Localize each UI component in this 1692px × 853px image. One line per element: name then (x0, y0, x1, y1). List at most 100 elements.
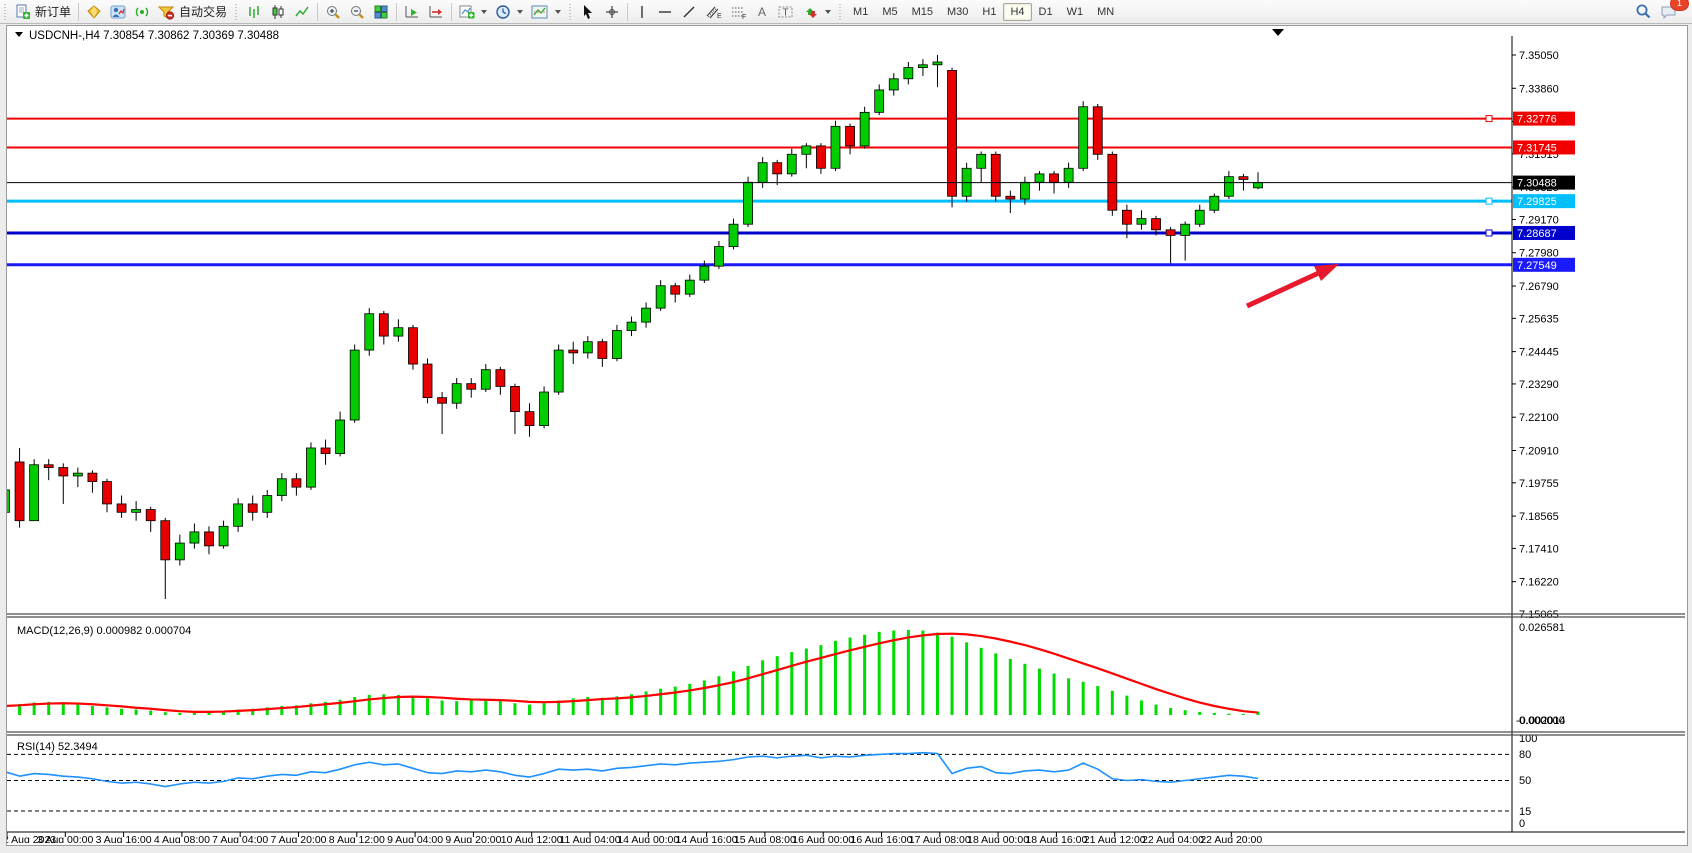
toolbar-separator (78, 2, 80, 21)
candle-body (1020, 181, 1030, 200)
toolbar-grip[interactable] (3, 3, 8, 20)
auto-scroll-button[interactable] (400, 1, 424, 23)
tf-button-W1[interactable]: W1 (1066, 5, 1084, 18)
auto-trading-label: 自动交易 (179, 5, 228, 19)
chat-button[interactable]: 1 (1656, 0, 1689, 23)
time-tick-label: 8 Aug 12:00 (329, 834, 385, 843)
candle-body (947, 69, 957, 197)
radio-waves-icon (135, 7, 149, 16)
hline-tool-button[interactable] (653, 1, 677, 23)
hline-handle[interactable] (1485, 197, 1493, 205)
candle-body (874, 89, 885, 113)
chart-line-button[interactable] (290, 1, 314, 23)
signals-button[interactable] (106, 1, 130, 23)
candle-body (160, 520, 171, 561)
candle-body (845, 125, 855, 147)
text-tool-button[interactable]: A (751, 1, 773, 23)
candle-body (378, 313, 389, 337)
candle-body (1078, 106, 1089, 169)
price-tick-label: 7.26790 (1519, 281, 1559, 293)
candle-body (1165, 229, 1176, 236)
time-tick-label: 7 Aug 04:00 (212, 834, 268, 843)
candle-body (306, 447, 316, 488)
hline-handle[interactable] (1485, 115, 1493, 123)
candle-body (1136, 218, 1147, 225)
candle-body (451, 383, 462, 404)
rsi-axis-label: 100 (1519, 733, 1537, 745)
tf-button-M5[interactable]: M5 (882, 5, 898, 18)
candle-body (1049, 173, 1059, 183)
zoom-in-button[interactable] (321, 1, 345, 23)
candle-body (655, 285, 666, 309)
indicators-button[interactable] (455, 1, 491, 23)
tf-button-D1[interactable]: D1 (1038, 5, 1053, 18)
text-label-tool-button[interactable]: T (773, 1, 799, 23)
toolbar-grip[interactable] (568, 3, 574, 20)
candle-body (757, 162, 768, 183)
arrow-head[interactable] (1314, 264, 1339, 281)
candle-body (510, 386, 520, 413)
templates-button[interactable] (527, 1, 565, 23)
candle-body (903, 67, 914, 80)
time-tick-label: 21 Aug 12:00 (1084, 834, 1146, 843)
line-chart-icon (295, 6, 309, 16)
chart-shift-button[interactable] (424, 1, 448, 23)
arrow-annotation[interactable] (1245, 264, 1339, 309)
chart-candles-button[interactable] (266, 1, 290, 23)
vline-tool-button[interactable] (631, 1, 653, 23)
zoom-out-button[interactable] (345, 1, 369, 23)
candle-body (772, 162, 783, 175)
tf-button-M1[interactable]: M1 (853, 5, 869, 18)
time-tick-label: 15 Aug 08:00 (734, 834, 796, 843)
candle-body (204, 531, 214, 547)
time-tick-label: 9 Aug 04:00 (387, 834, 443, 843)
price-label-7.32776: 7.32776 (1513, 111, 1575, 126)
candle-body (859, 111, 870, 147)
tf-button-H4[interactable]: H4 (1003, 2, 1032, 21)
templates-dropdown-caret (555, 9, 562, 14)
time-tick-label: 4 Aug 08:00 (154, 834, 210, 843)
tile-windows-button[interactable] (369, 1, 393, 23)
fibonacci-tool-button[interactable]: F (726, 1, 751, 23)
tf-button-MN[interactable]: MN (1097, 5, 1115, 18)
rsi-line (4, 751, 1259, 788)
price-label-7.31745: 7.31745 (1513, 140, 1575, 155)
arrow-shaft[interactable] (1245, 268, 1325, 309)
candle-body (1180, 223, 1191, 236)
hline-handle[interactable] (1485, 229, 1493, 237)
candle-body (1238, 176, 1249, 180)
tf-button-M30[interactable]: M30 (947, 5, 969, 18)
candle-body (684, 279, 695, 295)
time-tick-label: 22 Aug 20:00 (1200, 834, 1262, 843)
rsi-label: RSI(14) 52.3494 (17, 741, 98, 753)
periods-button[interactable] (491, 1, 527, 23)
candle-body (1223, 176, 1234, 197)
channel-tool-button[interactable]: E (701, 1, 726, 23)
arrows-tool-button[interactable] (799, 1, 835, 23)
crosshair-icon (606, 5, 619, 18)
price-tick-label: 7.25635 (1519, 313, 1559, 325)
toolbar-grip[interactable] (234, 3, 240, 20)
candle-body (524, 411, 535, 427)
search-button[interactable] (1631, 1, 1656, 23)
toolbar-grip[interactable] (838, 3, 844, 20)
symbol-dropdown-icon[interactable] (15, 32, 23, 37)
tf-button-H1[interactable]: H1 (982, 5, 997, 18)
candle-body (262, 495, 273, 513)
trendline-tool-button[interactable] (677, 1, 701, 23)
candle-body (1253, 182, 1263, 189)
macd-axis-zero: 0.000000 (1519, 715, 1565, 727)
toolbar-separator (627, 2, 629, 21)
tf-button-M15[interactable]: M15 (911, 5, 933, 18)
news-button[interactable] (130, 1, 154, 23)
auto-trading-button[interactable]: 自动交易 (154, 1, 231, 23)
chart-shift-marker-icon[interactable] (1272, 29, 1284, 36)
market-button[interactable] (82, 1, 106, 23)
rsi-pane: RSI(14) 52.3494 100 80 50 150 (4, 733, 1537, 830)
crosshair-tool-button[interactable] (600, 1, 624, 23)
new-order-button[interactable]: 新订单 (11, 1, 75, 23)
cursor-tool-button[interactable] (576, 1, 600, 23)
candle-body (990, 153, 1001, 197)
cursor-arrow-icon (584, 4, 593, 19)
chart-bars-button[interactable] (242, 1, 266, 23)
